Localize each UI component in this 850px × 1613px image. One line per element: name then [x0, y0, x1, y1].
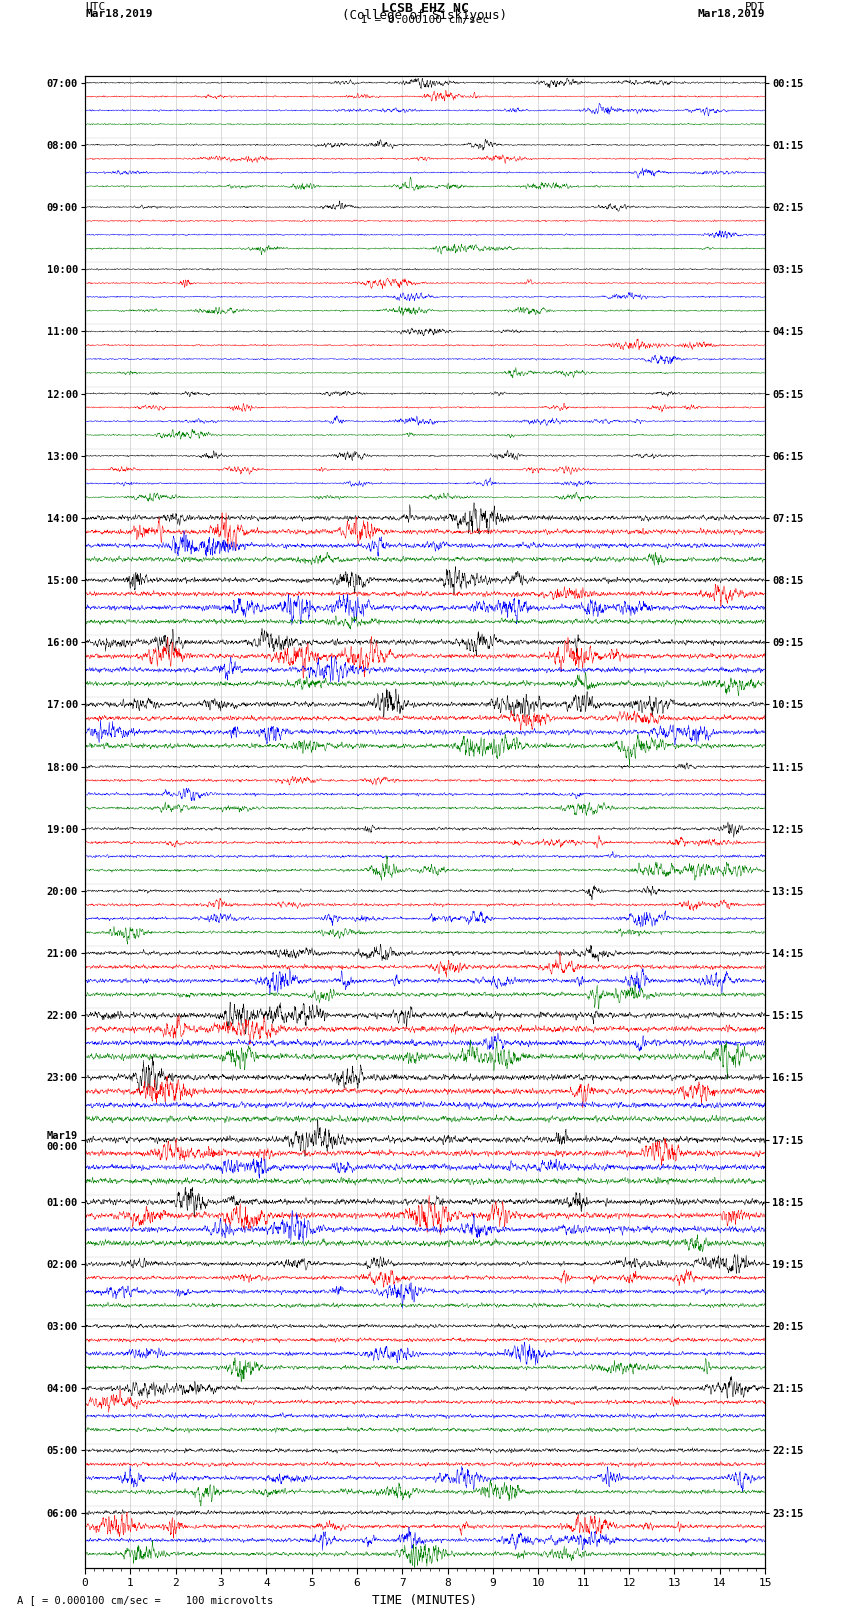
Text: I = 0.000100 cm/sec: I = 0.000100 cm/sec: [361, 16, 489, 26]
Text: Mar18,2019: Mar18,2019: [85, 10, 152, 19]
Text: A [ = 0.000100 cm/sec =    100 microvolts: A [ = 0.000100 cm/sec = 100 microvolts: [17, 1595, 273, 1605]
Text: PDT: PDT: [745, 3, 765, 13]
Text: Mar18,2019: Mar18,2019: [698, 10, 765, 19]
Text: (College of Siskiyous): (College of Siskiyous): [343, 10, 507, 23]
Text: UTC: UTC: [85, 3, 105, 13]
Text: LCSB EHZ NC: LCSB EHZ NC: [381, 3, 469, 16]
X-axis label: TIME (MINUTES): TIME (MINUTES): [372, 1594, 478, 1607]
